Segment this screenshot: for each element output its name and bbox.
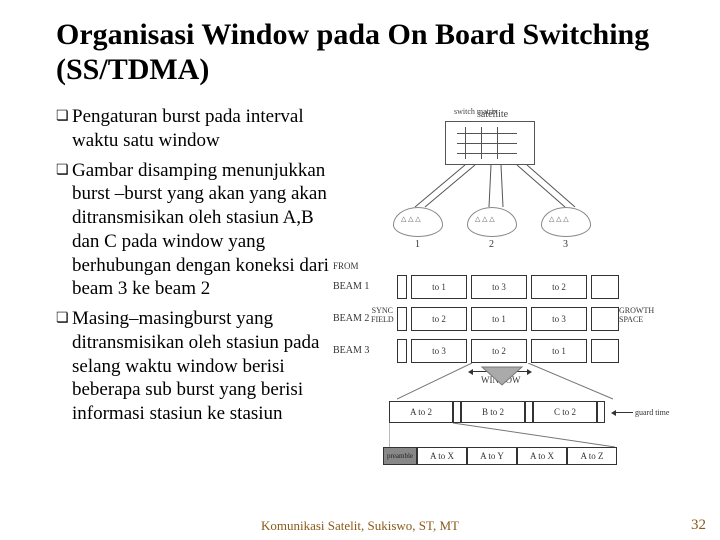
from-label: FROM (333, 261, 359, 271)
growth-space-label: GROWTH SPACE (619, 307, 654, 325)
grid-row: to 1 to 3 to 2 (397, 275, 619, 299)
bullet-item: ❏ Pengaturan burst pada interval waktu s… (56, 105, 331, 153)
bullet-item: ❏ Masing–masingburst yang ditransmisikan… (56, 307, 331, 426)
sync-field-label: SYNC FIELD (371, 307, 394, 325)
beam-number: 2 (489, 239, 494, 250)
preamble-cell: preamble (383, 447, 417, 465)
beam-number: 1 (415, 239, 420, 250)
bullet-list: ❏ Pengaturan burst pada interval waktu s… (56, 105, 331, 432)
switch-grid (457, 127, 517, 159)
footer: Komunikasi Satelit, Sukiswo, ST, MT (0, 518, 720, 534)
body: ❏ Pengaturan burst pada interval waktu s… (56, 105, 680, 432)
bullet-text: Gambar disamping menunjukkan burst –burs… (72, 159, 331, 302)
grid-row: to 3 to 2 to 1 (397, 339, 619, 363)
grid-row: to 2 to 1 to 3 (397, 307, 619, 331)
bullet-text: Masing–masingburst yang ditransmisikan o… (72, 307, 331, 426)
bullet-item: ❏ Gambar disamping menunjukkan burst –bu… (56, 159, 331, 302)
row-label: BEAM 1 (333, 281, 387, 292)
guard-time-label: guard time (635, 408, 669, 417)
beam-number: 3 (563, 239, 568, 250)
checkbox-icon: ❏ (56, 159, 72, 182)
figure: satellite switch matrix (337, 109, 680, 432)
slide: Organisasi Window pada On Board Switchin… (0, 0, 720, 540)
row-label: BEAM 3 (333, 345, 387, 356)
expand-lines-2 (389, 423, 619, 449)
page-number: 32 (691, 517, 706, 534)
bottom-row: A to 2 B to 2 C to 2 (389, 401, 605, 423)
bullet-text: Pengaturan burst pada interval waktu sat… (72, 105, 331, 153)
switch-matrix-label: switch matrix (454, 107, 498, 116)
slide-title: Organisasi Window pada On Board Switchin… (56, 18, 680, 87)
guard-arrow (615, 412, 633, 413)
sub-row: preamble A to X A to Y A to X A to Z (383, 447, 617, 465)
checkbox-icon: ❏ (56, 307, 72, 330)
checkbox-icon: ❏ (56, 105, 72, 128)
expand-lines (397, 363, 617, 403)
